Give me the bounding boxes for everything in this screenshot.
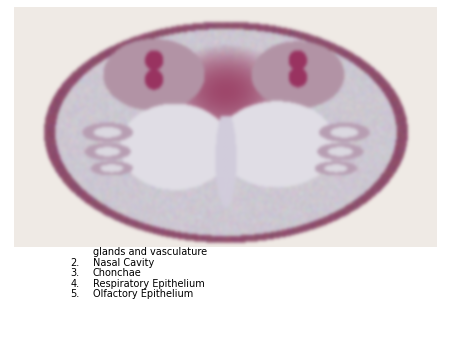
Text: glands and vasculature: glands and vasculature [93, 247, 207, 258]
Text: 5: 5 [231, 195, 241, 209]
Text: 0016: 0016 [323, 55, 369, 73]
Text: Epithelial cells next to lumen: Epithelial cells next to lumen [119, 149, 230, 158]
Text: Olfactory Epithelium: Olfactory Epithelium [93, 289, 193, 299]
Text: 3: 3 [322, 164, 331, 178]
Text: 2: 2 [273, 152, 283, 166]
Text: 4.: 4. [70, 279, 79, 289]
Text: 2.: 2. [70, 258, 80, 268]
Text: 1: 1 [231, 180, 241, 195]
Text: 3.: 3. [70, 268, 79, 278]
Text: Chonchae: Chonchae [93, 268, 142, 278]
Text: 5.: 5. [70, 289, 80, 299]
Text: Nasal Septum—surrounded by periosteum;: Nasal Septum—surrounded by periosteum; [93, 237, 304, 247]
Text: 1.: 1. [70, 237, 79, 247]
Text: 4: 4 [220, 144, 230, 158]
Text: Respiratory Epithelium: Respiratory Epithelium [93, 279, 205, 289]
Text: Lamina Propria: Lamina Propria [126, 168, 184, 176]
Text: Nasal Cavity: Nasal Cavity [93, 258, 154, 268]
